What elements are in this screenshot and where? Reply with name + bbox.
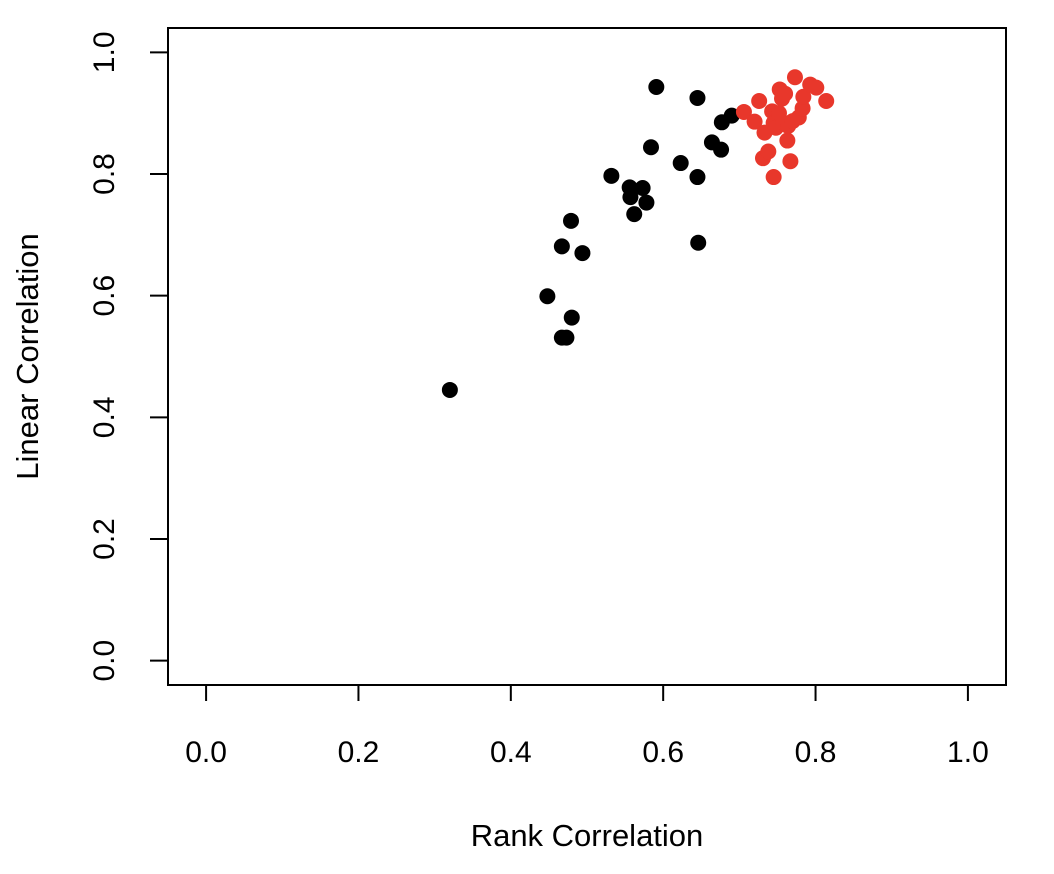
data-point [786,69,803,86]
data-point [603,167,620,184]
y-tick-label: 0.8 [88,153,121,195]
data-point [642,139,659,156]
data-point [689,169,706,186]
x-tick-label: 1.0 [947,736,989,769]
data-point [626,206,643,223]
data-point [563,212,580,229]
data-point [672,155,689,172]
data-point [765,169,782,186]
data-point [779,132,796,149]
data-point [638,194,655,211]
data-point [795,88,812,105]
y-tick-label: 0.6 [88,275,121,317]
data-point [777,85,794,102]
y-tick-label: 0.0 [88,640,121,682]
x-tick-label: 0.8 [795,736,837,769]
data-point [539,288,556,305]
data-point [553,238,570,255]
y-axis: 0.0 0.2 0.4 0.6 0.8 1.0 [88,31,169,682]
x-axis: 0.0 0.2 0.4 0.6 0.8 1.0 [185,684,989,769]
data-point [622,189,639,206]
x-tick-label: 0.6 [642,736,684,769]
data-point [689,89,706,106]
data-point [713,141,730,158]
data-point [760,143,777,160]
data-point [574,245,591,262]
data-point [648,79,665,96]
data-point [690,234,707,251]
data-point [563,309,580,326]
plot-frame [167,27,1007,686]
data-point [558,329,575,346]
y-tick-label: 0.2 [88,518,121,560]
x-tick-label: 0.0 [185,736,227,769]
data-point [818,93,835,109]
data-point [735,103,752,120]
data-point [794,100,811,117]
data-point [441,381,458,398]
data-point [751,93,768,109]
data-point [746,113,763,130]
data-point [782,153,799,170]
y-tick-label: 1.0 [88,31,121,73]
x-tick-label: 0.2 [338,736,380,769]
x-axis-title: Rank Correlation [471,818,704,853]
data-point [634,179,651,196]
data-points [441,69,835,398]
y-tick-label: 0.4 [88,396,121,438]
x-tick-label: 0.4 [490,736,532,769]
data-point [723,107,740,124]
y-axis-title: Linear Correlation [10,233,45,479]
data-point [808,79,825,96]
